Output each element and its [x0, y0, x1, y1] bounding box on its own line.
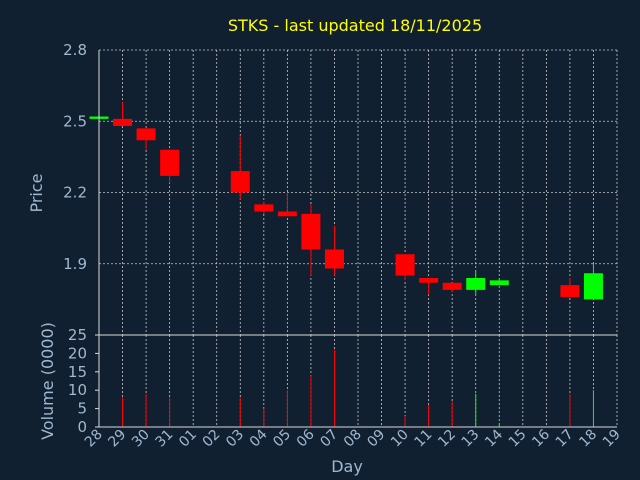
x-tick-label: 11 [412, 427, 436, 451]
price-tick-label: 2.5 [63, 112, 87, 130]
x-tick-label: 13 [459, 427, 483, 451]
x-tick-label: 14 [482, 426, 506, 450]
x-tick-label: 12 [435, 427, 459, 451]
candle-body [395, 254, 415, 276]
volume-tick-label: 5 [77, 400, 87, 418]
candle-body [466, 278, 486, 290]
price-tick-label: 2.8 [63, 41, 87, 59]
price-tick-label: 1.9 [63, 255, 87, 273]
axes [95, 50, 617, 428]
x-tick-label: 06 [294, 426, 318, 450]
candle-body [419, 278, 439, 283]
volume-tick-label: 20 [68, 344, 87, 362]
volume-tick-label: 0 [77, 418, 87, 436]
x-tick-label: 05 [270, 427, 294, 451]
candle-body [560, 285, 580, 297]
x-tick-label: 15 [506, 427, 530, 451]
volume-axis-label: Volume (0000) [38, 322, 57, 440]
x-tick-label: 31 [153, 427, 177, 451]
x-tick-label: 19 [600, 427, 624, 451]
x-tick-label: 30 [129, 427, 153, 451]
x-tick-label: 03 [223, 427, 247, 451]
volume-tick-label: 10 [68, 381, 87, 399]
x-tick-label: 10 [388, 427, 412, 451]
volume-tick-label: 15 [68, 363, 87, 381]
volume-tick-label: 25 [68, 326, 87, 344]
price-axis-label: Price [27, 173, 46, 212]
candle-body [160, 149, 180, 176]
x-tick-label: 16 [529, 426, 553, 450]
candle-body [254, 204, 274, 212]
x-tick-label: 09 [364, 427, 388, 451]
candle-body [113, 118, 133, 126]
x-tick-label: 18 [576, 427, 600, 451]
x-tick-label: 08 [341, 427, 365, 451]
candle-body [489, 280, 509, 286]
x-tick-label: 01 [176, 427, 200, 451]
price-tick-label: 2.2 [63, 184, 87, 202]
candle-body [442, 282, 462, 290]
candle-body [136, 128, 156, 141]
x-tick-label: 04 [247, 426, 271, 450]
candle-body [583, 273, 603, 300]
x-tick-label: 07 [317, 427, 341, 451]
volume-bars [122, 349, 594, 427]
volume-grid [98, 335, 618, 427]
chart-title: STKS - last updated 18/11/2025 [228, 16, 482, 35]
x-tick-label: 29 [105, 427, 129, 451]
candle-body [324, 249, 344, 269]
x-tick-label: 02 [200, 427, 224, 451]
candle-body [277, 211, 297, 217]
price-grid [98, 49, 618, 335]
x-tick-label: 17 [553, 427, 577, 451]
candles [89, 102, 603, 300]
candle-body [301, 213, 321, 250]
x-axis-label: Day [331, 457, 363, 476]
candle-body [230, 171, 250, 193]
